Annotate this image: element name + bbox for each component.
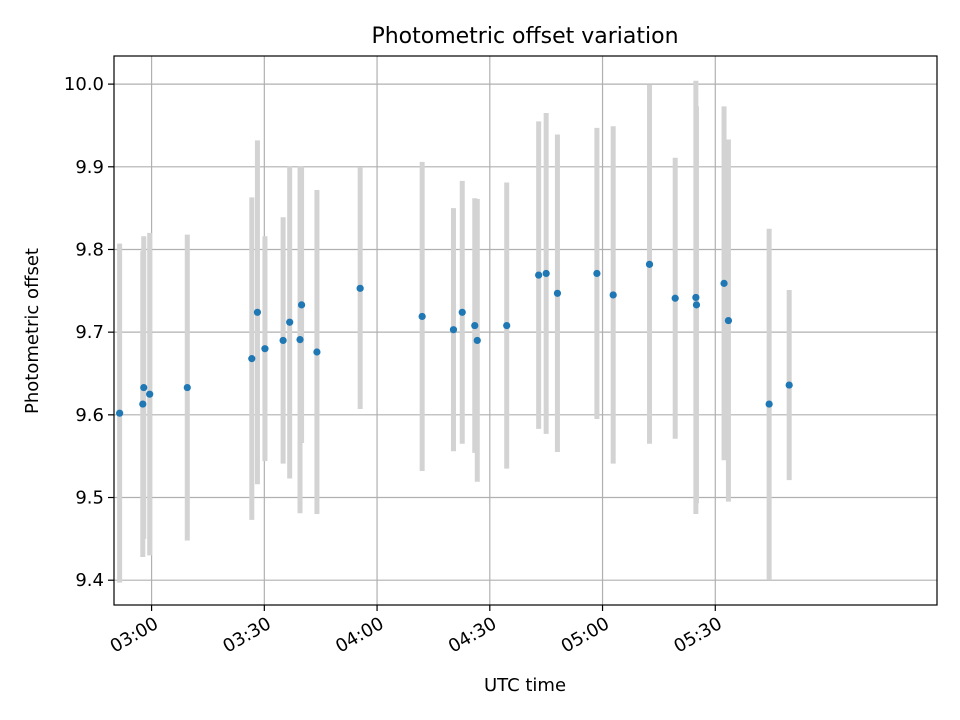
y-tick-label: 9.7: [75, 322, 104, 343]
data-point: [261, 345, 269, 353]
y-axis: 9.4 9.5 9.6 9.7 9.8 9.9 10.0: [64, 74, 114, 591]
data-point: [671, 294, 679, 302]
data-point: [253, 308, 262, 316]
data-point: [279, 336, 287, 345]
x-axis-label: UTC time: [484, 675, 566, 696]
plot-frame: [113, 55, 938, 606]
data-point: [297, 301, 306, 309]
data-point: [785, 381, 793, 389]
data-point: [146, 390, 154, 398]
data-point: [720, 279, 728, 287]
data-point: [286, 318, 294, 326]
data-point: [296, 335, 304, 344]
data-point: [645, 260, 654, 268]
data-point: [692, 293, 700, 302]
y-tick-label: 9.8: [75, 239, 104, 260]
y-tick-label: 9.6: [75, 405, 104, 426]
data-point: [609, 291, 617, 299]
data-point: [449, 326, 458, 334]
data-point: [139, 400, 147, 408]
data-point: [418, 312, 426, 321]
data-point: [724, 316, 733, 325]
y-tick-label: 9.4: [75, 570, 104, 591]
data-point: [503, 321, 511, 330]
y-tick-label: 9.9: [75, 157, 104, 178]
data-point: [593, 269, 601, 278]
y-axis-label: Photometric offset: [22, 248, 43, 414]
data-point: [692, 301, 701, 309]
data-point: [765, 400, 773, 408]
y-tick-label: 10.0: [64, 74, 104, 95]
data-point: [140, 383, 148, 392]
chart-title: Photometric offset variation: [371, 24, 678, 49]
data-points: [116, 260, 793, 417]
data-point: [473, 336, 481, 345]
data-point: [542, 269, 550, 278]
y-tick-label: 9.5: [75, 488, 104, 509]
data-point: [553, 289, 562, 297]
data-point: [471, 321, 479, 330]
data-point: [535, 271, 543, 279]
data-point: [183, 383, 191, 392]
data-point: [116, 409, 124, 417]
data-point: [458, 308, 466, 316]
data-point: [248, 355, 256, 363]
data-point: [313, 348, 321, 356]
data-point: [356, 284, 364, 292]
